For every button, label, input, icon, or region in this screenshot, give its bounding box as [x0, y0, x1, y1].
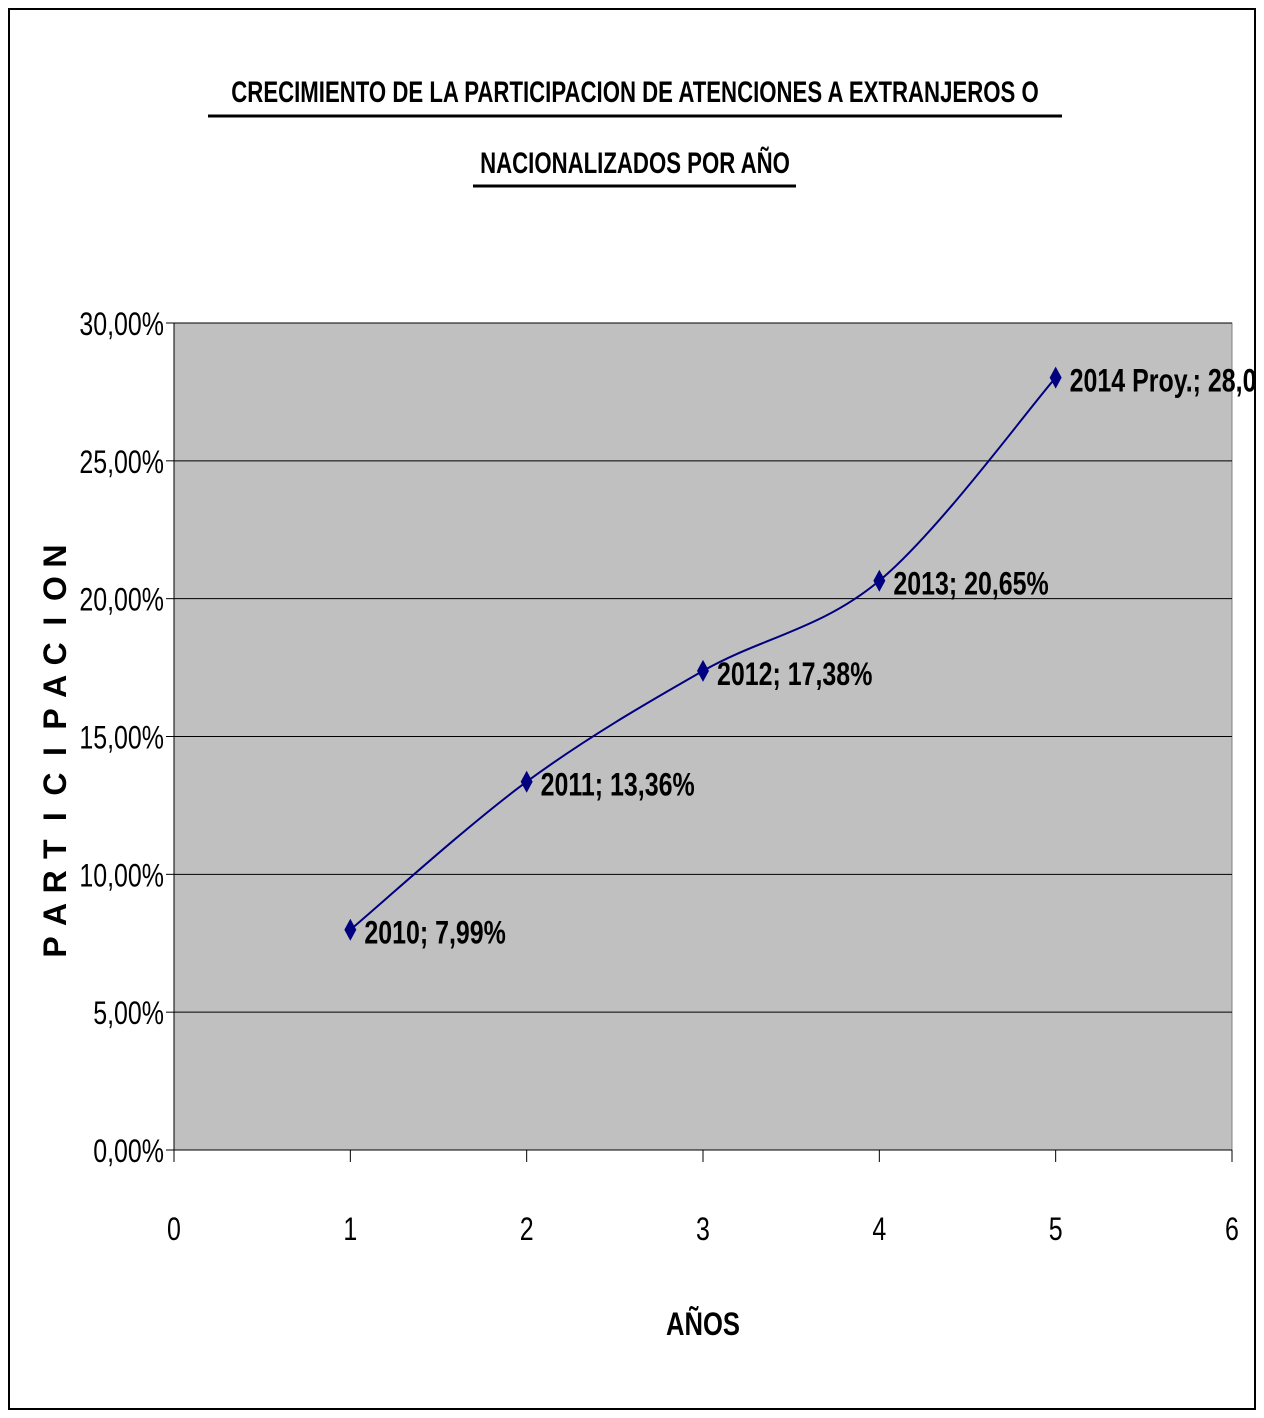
y-axis-title-char: O [37, 576, 73, 601]
data-marker [520, 770, 533, 793]
y-tick-label: 5,00% [93, 996, 164, 1032]
y-axis-title-char: C [37, 642, 73, 665]
y-tick-label: 20,00% [79, 583, 164, 619]
y-tick-labels: 0,00% 5,00% 10,00% 15,00% 20,00% 25,00% 30,00% [79, 307, 164, 1170]
data-label: 2011; 13,36% [541, 768, 695, 804]
y-axis-title-char: I [37, 617, 73, 626]
gridlines [174, 322, 1232, 1013]
data-label: 2014 Proy.; 28,02% [1070, 364, 1254, 400]
data-label: 2013; 20,65% [893, 567, 1048, 603]
x-tick-label: 3 [696, 1212, 710, 1248]
x-tick-label: 6 [1225, 1212, 1239, 1248]
y-axis-title-char: A [37, 903, 73, 926]
y-axis-title-char: P [37, 936, 73, 957]
y-tick-label: 30,00% [79, 307, 164, 343]
chart-frame: CRECIMIENTO DE LA PARTICIPACION DE ATENC… [8, 8, 1256, 1410]
data-labels: 2010; 7,99% 2011; 13,36% 2012; 17,38% 2013;… [364, 364, 1254, 952]
x-tick-label: 5 [1049, 1212, 1063, 1248]
y-tick-label: 15,00% [79, 721, 164, 757]
data-marker [344, 918, 357, 941]
data-markers [344, 366, 1062, 941]
x-tick-label: 1 [343, 1212, 357, 1248]
x-tick-label: 2 [520, 1212, 534, 1248]
data-marker [697, 659, 709, 682]
x-tick-label: 0 [167, 1212, 181, 1248]
x-tick-labels: 0 1 2 3 4 5 6 [167, 1212, 1239, 1248]
data-marker [873, 569, 886, 592]
y-axis-title-char: N [37, 544, 73, 567]
y-axis-title-char: T [37, 839, 73, 859]
data-label: 2012; 17,38% [717, 657, 872, 693]
y-axis-title-char: I [37, 812, 73, 821]
chart-title: CRECIMIENTO DE LA PARTICIPACION DE ATENC… [208, 75, 1062, 188]
y-axis-title-char: A [37, 675, 73, 698]
line-chart: CRECIMIENTO DE LA PARTICIPACION DE ATENC… [37, 75, 1254, 1343]
chart-title-line-1: CRECIMIENTO DE LA PARTICIPACION DE ATENC… [231, 75, 1038, 109]
data-marker [1049, 366, 1062, 389]
x-tick-label: 4 [872, 1212, 886, 1248]
axes [166, 322, 1233, 1162]
y-axis-title: PARTICIPACION [37, 544, 73, 957]
y-axis-title-char: R [37, 870, 73, 893]
y-tick-label: 0,00% [93, 1134, 164, 1170]
y-tick-label: 25,00% [79, 445, 164, 481]
y-axis-title-char: P [37, 708, 73, 729]
y-axis-title-char: C [37, 773, 73, 796]
chart-title-line-2: NACIONALIZADOS POR AÑO [480, 146, 790, 180]
data-label: 2010; 7,99% [364, 916, 506, 952]
x-axis-title: AÑOS [666, 1305, 740, 1343]
y-tick-label: 10,00% [79, 858, 164, 894]
y-axis-title-char: I [37, 747, 73, 756]
